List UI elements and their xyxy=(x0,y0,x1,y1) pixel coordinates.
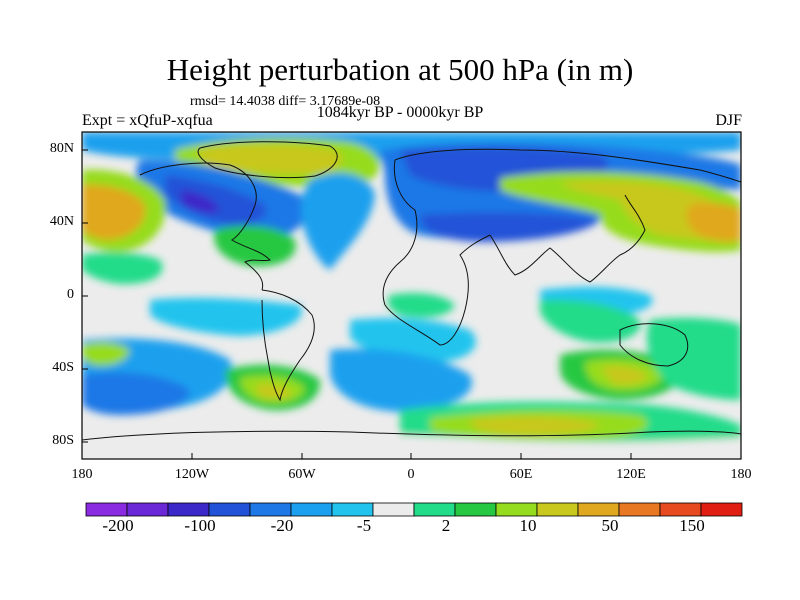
colorbar-swatch xyxy=(290,502,333,517)
colorbar-swatch xyxy=(577,502,620,517)
period-text: 1084kyr BP - 0000kyr BP xyxy=(316,104,484,121)
contour-field xyxy=(82,132,741,459)
lat-label-0: 0 xyxy=(67,287,74,302)
colorbar-swatch xyxy=(659,502,702,517)
colorbar-label: -200 xyxy=(102,516,134,535)
lon-label-180e: 180 xyxy=(730,467,752,482)
season-label: DJF xyxy=(715,112,742,129)
lat-label-40n: 40N xyxy=(49,214,74,229)
lon-label-120w: 120W xyxy=(174,467,210,482)
map-title: Height perturbation at 500 hPa (in m) xyxy=(166,52,634,87)
colorbar-label: 50 xyxy=(601,516,619,535)
colorbar-swatch xyxy=(536,502,579,517)
colorbar-label: -20 xyxy=(270,516,294,535)
lon-label-120e: 120E xyxy=(616,467,646,482)
colorbar-swatch xyxy=(126,502,169,517)
colorbar-label: 2 xyxy=(441,516,451,535)
lon-label-0: 0 xyxy=(407,467,415,482)
colorbar-label: 150 xyxy=(679,516,705,535)
colorbar-swatch xyxy=(700,502,743,517)
colorbar-swatch xyxy=(208,502,251,517)
lon-label-180w: 180 xyxy=(71,467,93,482)
colorbar-swatch xyxy=(85,502,128,517)
colorbar-swatch xyxy=(454,502,497,517)
stats-text: rmsd= 14.4038 diff= 3.17689e-08 xyxy=(190,94,381,109)
colorbar-swatch xyxy=(413,502,456,517)
lat-label-80n: 80N xyxy=(49,141,74,156)
coastlines xyxy=(82,141,741,441)
colorbar-label: -5 xyxy=(356,516,372,535)
colorbar-swatch xyxy=(249,502,292,517)
colorbar-swatch xyxy=(331,502,374,517)
experiment-label: Expt = xQfuP-xqfua xyxy=(82,112,213,129)
lon-label-60e: 60E xyxy=(509,467,533,482)
colorbar-swatch xyxy=(495,502,538,517)
lon-label-60w: 60W xyxy=(288,467,316,482)
lat-label-80s: 80S xyxy=(52,433,74,448)
colorbar xyxy=(85,502,743,517)
colorbar-label: 10 xyxy=(519,516,537,535)
colorbar-swatch xyxy=(618,502,661,517)
colorbar-label: -100 xyxy=(184,516,216,535)
colorbar-swatch xyxy=(167,502,210,517)
lat-label-40s: 40S xyxy=(52,360,74,375)
colorbar-swatch xyxy=(372,502,415,517)
